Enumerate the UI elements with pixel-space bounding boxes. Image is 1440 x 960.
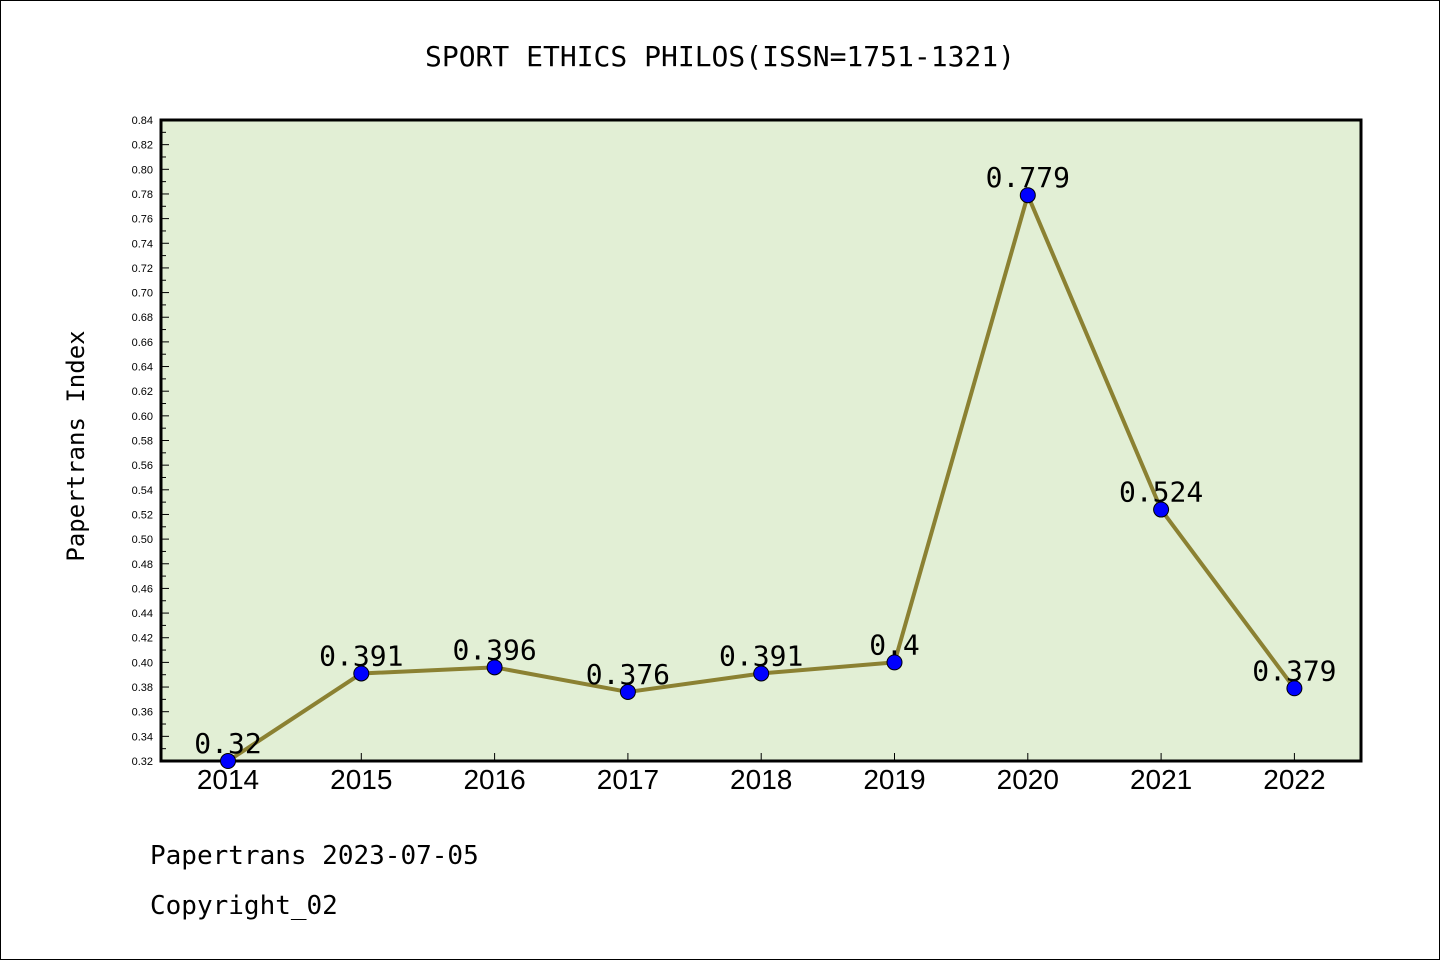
y-axis-label: Papertrans Index [62,330,90,561]
data-label: 0.396 [452,633,536,666]
x-tick-label: 2020 [997,764,1059,795]
y-tick-label: 0.66 [132,337,153,349]
series-line: 0.32 0.391 0.396 0.376 0.391 0.4 0.779 0.524 0.3… [194,161,1337,769]
data-label: 0.391 [719,639,803,672]
data-label: 0.779 [986,161,1070,194]
x-tick-label: 2018 [730,764,792,795]
x-tick-label: 2019 [863,764,925,795]
y-tick-label: 0.58 [132,436,153,448]
y-tick-label: 0.64 [132,362,153,374]
data-point [1153,501,1170,518]
data-point [753,665,770,682]
y-tick-label: 0.44 [132,608,153,620]
y-tick-label: 0.32 [132,756,153,768]
y-tick-label: 0.56 [132,460,153,472]
data-label: 0.391 [319,639,403,672]
y-tick-label: 0.72 [132,263,153,275]
data-point [619,683,636,700]
y-tick-label: 0.68 [132,312,153,324]
y-tick-label: 0.78 [132,189,153,201]
data-point [1286,680,1303,697]
x-tick-label: 2016 [463,764,525,795]
y-tick-label: 0.50 [132,534,153,546]
data-point [1019,187,1036,204]
y-tick-label: 0.76 [132,214,153,226]
x-tick-label: 2022 [1263,764,1325,795]
y-tick-label: 0.60 [132,411,153,423]
footer-copyright: Copyright_02 [150,891,338,921]
y-tick-label: 0.38 [132,682,153,694]
x-tick-label: 2021 [1130,764,1192,795]
plot-area [159,118,1363,763]
y-tick-label: 0.34 [132,731,153,743]
y-tick-label: 0.80 [132,164,153,176]
x-tick-label: 2014 [197,764,259,795]
y-axis: 0.32 0.34 0.36 0.38 0.40 0.42 0.44 0.46 0.48 0.50… [132,115,169,768]
data-label: 0.32 [194,727,261,760]
data-point [353,665,370,682]
x-tick-label: 2015 [330,764,392,795]
y-tick-label: 0.40 [132,657,153,669]
y-tick-label: 0.70 [132,288,153,300]
footer-date: Papertrans 2023-07-05 [150,841,479,871]
chart-title: SPORT ETHICS PHILOS(ISSN=1751-1321) [425,40,1015,73]
y-tick-label: 0.82 [132,140,153,152]
y-tick-label: 0.74 [132,238,153,250]
y-tick-label: 0.46 [132,583,153,595]
data-point [886,654,903,671]
y-tick-label: 0.84 [132,115,153,127]
y-tick-label: 0.54 [132,485,153,497]
y-tick-label: 0.48 [132,559,153,571]
data-label: 0.376 [586,658,670,691]
y-tick-label: 0.52 [132,509,153,521]
data-label: 0.524 [1119,476,1203,509]
x-tick-label: 2017 [597,764,659,795]
data-point [220,753,236,769]
y-tick-label: 0.42 [132,633,153,645]
data-label: 0.4 [869,628,920,661]
y-tick-label: 0.62 [132,386,153,398]
x-axis: 2014 2015 2016 2017 2018 2019 2020 2021 2022 [197,753,1326,795]
data-point [486,659,503,676]
data-label: 0.379 [1252,654,1336,687]
y-tick-label: 0.36 [132,707,153,719]
